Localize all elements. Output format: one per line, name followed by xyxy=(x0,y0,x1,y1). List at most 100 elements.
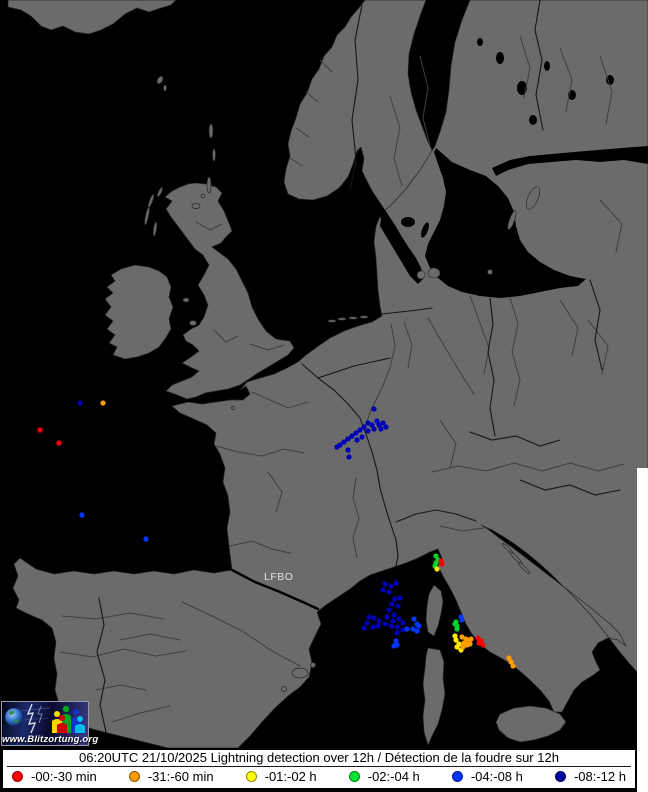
legend-item: -04:-08 h xyxy=(451,769,523,784)
logo-art xyxy=(4,703,85,734)
legend-dot-navy xyxy=(554,771,566,782)
sea-gulf-of-finland xyxy=(492,146,648,176)
map-right-margin xyxy=(637,468,648,792)
legend-dot-orange xyxy=(128,771,140,782)
lightning-strike xyxy=(393,580,399,586)
lightning-strike xyxy=(434,566,440,572)
lightning-strike xyxy=(389,601,395,607)
lightning-strike xyxy=(508,659,514,665)
lightning-strike xyxy=(452,621,458,627)
station-label-lfbo: LFBO xyxy=(264,571,293,583)
land-isle-of-man xyxy=(182,297,190,303)
legend-label: -31:-60 min xyxy=(147,769,214,784)
lightning-strike xyxy=(359,434,365,440)
legend: -00:-30 min -31:-60 min -01:-02 h -02:-0… xyxy=(3,767,635,786)
globe-icon xyxy=(4,707,24,727)
legend-item: -02:-04 h xyxy=(348,769,420,784)
lightning-strike xyxy=(433,553,439,559)
lightning-strike xyxy=(459,634,465,640)
lightning-strike xyxy=(467,641,473,647)
land-oland xyxy=(507,210,517,230)
lightning-strike xyxy=(56,440,62,446)
sea-skagerrak-kattegat xyxy=(292,164,424,284)
caption-box: 06:20UTC 21/10/2025 Lightning detection … xyxy=(2,749,636,789)
lightning-strike xyxy=(77,400,83,406)
lightning-strike xyxy=(143,536,149,542)
lightning-strike xyxy=(439,561,445,567)
land-zealand xyxy=(427,267,441,279)
lake xyxy=(401,217,415,227)
lightning-strike xyxy=(397,595,403,601)
lightning-strike xyxy=(452,633,458,639)
land-mallorca xyxy=(291,667,309,679)
sea-baltic xyxy=(425,148,586,298)
lightning-strike xyxy=(476,640,482,646)
lightning-strike xyxy=(400,620,406,626)
lightning-strike xyxy=(371,615,377,621)
blitzortung-logo[interactable]: www.Blitzortung.org xyxy=(1,701,98,746)
caption-separator xyxy=(7,766,631,767)
lightning-strike xyxy=(468,636,474,642)
lightning-strike xyxy=(354,437,360,443)
legend-label: -08:-12 h xyxy=(573,769,626,784)
europe-lightning-map[interactable]: LFBO xyxy=(0,0,648,748)
lightning-strike xyxy=(380,587,386,593)
land-gotland xyxy=(526,186,540,210)
land-anglesey xyxy=(189,320,197,326)
lightning-strike xyxy=(394,624,400,630)
land-channel-island xyxy=(231,406,235,410)
lightning-strike xyxy=(388,583,394,589)
land-great-britain xyxy=(164,182,295,400)
legend-item: -00:-30 min xyxy=(12,769,97,784)
lightning-strike xyxy=(334,444,340,450)
lightning-strike xyxy=(341,439,347,445)
legend-label: -00:-30 min xyxy=(31,769,97,784)
lightning-strike xyxy=(393,638,399,644)
lightning-strike xyxy=(384,614,390,620)
lightning-strike xyxy=(454,626,460,632)
lightning-strike xyxy=(376,618,382,624)
border-layer xyxy=(96,0,621,733)
lightning-strike xyxy=(345,436,351,442)
lightning-strike xyxy=(366,614,372,620)
lightning-strike xyxy=(391,612,397,618)
legend-label: -02:-04 h xyxy=(367,769,420,784)
land-bornholm xyxy=(487,269,493,275)
people-icons xyxy=(52,705,85,733)
lightning-strike xyxy=(386,589,392,595)
lightning-strike xyxy=(349,433,355,439)
lightning-strike xyxy=(371,426,377,432)
lightning-strike xyxy=(370,624,376,630)
lightning-strike xyxy=(375,623,381,629)
river-layer xyxy=(59,35,625,723)
land-ibiza xyxy=(281,686,287,692)
lightning-strike xyxy=(361,625,367,631)
lightning-strike xyxy=(394,642,400,648)
lightning-strike xyxy=(506,655,512,661)
land-hebrides xyxy=(147,194,155,208)
lightning-strike xyxy=(364,620,370,626)
lightning-strike xyxy=(345,447,351,453)
lightning-strike xyxy=(100,400,106,406)
sea-overlay-layer xyxy=(292,38,648,298)
lightning-strike xyxy=(410,626,416,632)
lightning-strike xyxy=(400,627,406,633)
land-shetland xyxy=(208,123,214,139)
legend-item: -01:-02 h xyxy=(245,769,317,784)
legend-item: -31:-60 min xyxy=(128,769,214,784)
pyrenees-border xyxy=(230,568,320,611)
lightning-strike xyxy=(414,628,420,634)
legend-label: -04:-08 h xyxy=(470,769,523,784)
lightning-strike xyxy=(388,623,394,629)
lightning-strike xyxy=(480,642,486,648)
caption-title: 06:20UTC 21/10/2025 Lightning detection … xyxy=(79,750,559,765)
land-sardinia xyxy=(422,647,446,746)
land-ireland xyxy=(104,264,174,360)
lightning-strike xyxy=(460,644,466,650)
lightning-strike xyxy=(369,422,375,428)
lightning-strike xyxy=(378,426,384,432)
lightning-strike xyxy=(371,406,377,412)
legend-dot-red xyxy=(12,771,23,782)
lightning-strike xyxy=(365,428,371,434)
